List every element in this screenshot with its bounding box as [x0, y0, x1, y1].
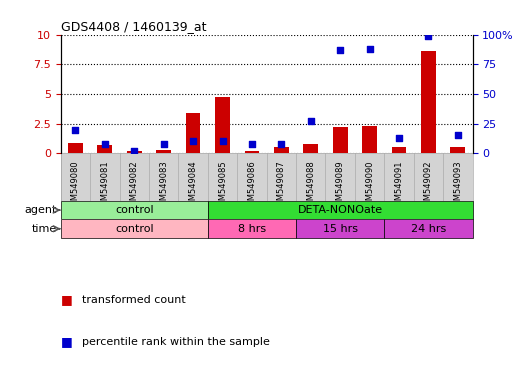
Point [365, 46, 374, 52]
Text: GSM549085: GSM549085 [218, 161, 227, 211]
Bar [127, 152, 142, 153]
Text: DETA-NONOate: DETA-NONOate [298, 205, 383, 215]
Bar [392, 147, 407, 153]
Text: GSM549089: GSM549089 [336, 161, 345, 211]
Bar [61, 201, 208, 219]
Text: control: control [115, 224, 154, 234]
Bar [244, 152, 259, 153]
Bar [68, 142, 83, 153]
Point [395, 135, 403, 141]
Point [336, 47, 344, 53]
Text: 24 hrs: 24 hrs [411, 224, 446, 234]
Text: time: time [31, 224, 56, 234]
Text: ■: ■ [61, 293, 72, 306]
Bar [186, 113, 201, 153]
Text: GSM549081: GSM549081 [100, 161, 109, 211]
Text: GSM549090: GSM549090 [365, 161, 374, 211]
Bar [333, 127, 347, 153]
Bar [215, 97, 230, 153]
Text: GSM549093: GSM549093 [454, 161, 463, 211]
Point [454, 132, 462, 139]
Text: ■: ■ [61, 335, 72, 348]
Bar [304, 144, 318, 153]
Text: GSM549088: GSM549088 [306, 161, 315, 211]
Point [307, 118, 315, 124]
Text: GSM549091: GSM549091 [394, 161, 403, 211]
Bar [450, 147, 465, 153]
Bar [384, 219, 473, 238]
Text: transformed count: transformed count [82, 295, 185, 305]
Text: GSM549082: GSM549082 [130, 161, 139, 211]
Text: 15 hrs: 15 hrs [323, 224, 357, 234]
Bar [61, 219, 208, 238]
Bar [274, 147, 289, 153]
Text: GSM549084: GSM549084 [188, 161, 197, 211]
Point [159, 141, 168, 147]
Text: GSM549080: GSM549080 [71, 161, 80, 211]
Text: GSM549087: GSM549087 [277, 161, 286, 211]
Bar [296, 219, 384, 238]
Bar [98, 145, 112, 153]
Bar [421, 51, 436, 153]
Point [424, 33, 432, 39]
Point [277, 141, 286, 147]
Point [130, 148, 138, 154]
Text: GSM549086: GSM549086 [248, 161, 257, 211]
Point [218, 138, 227, 144]
Text: agent: agent [24, 205, 56, 215]
Point [101, 141, 109, 147]
Text: GDS4408 / 1460139_at: GDS4408 / 1460139_at [61, 20, 206, 33]
Text: GSM549092: GSM549092 [424, 161, 433, 211]
Bar [208, 219, 296, 238]
Text: control: control [115, 205, 154, 215]
Text: 8 hrs: 8 hrs [238, 224, 266, 234]
Text: GSM549083: GSM549083 [159, 161, 168, 211]
Bar [156, 150, 171, 153]
Text: percentile rank within the sample: percentile rank within the sample [82, 337, 270, 347]
Bar [208, 201, 473, 219]
Bar [362, 126, 377, 153]
Point [71, 126, 80, 132]
Point [189, 138, 197, 144]
Point [248, 141, 256, 147]
